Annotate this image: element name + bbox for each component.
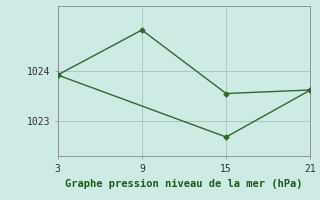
X-axis label: Graphe pression niveau de la mer (hPa): Graphe pression niveau de la mer (hPa) [65,179,303,189]
